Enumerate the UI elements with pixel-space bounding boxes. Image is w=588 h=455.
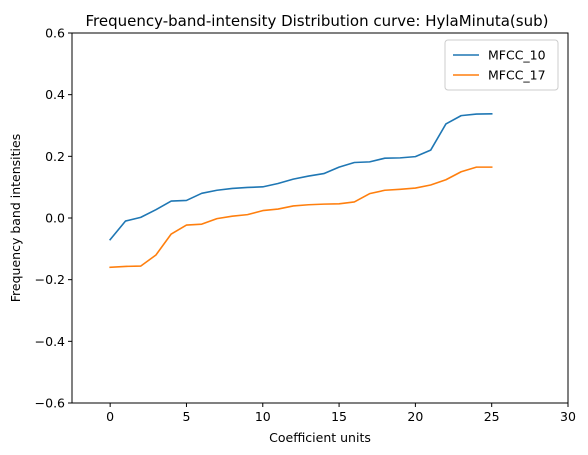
y-tick-label: −0.4 — [35, 334, 65, 349]
x-tick-label: 20 — [407, 409, 423, 424]
series-line-mfcc-10 — [109, 112, 493, 241]
x-axis: 0 5 10 15 20 25 30 — [106, 403, 576, 424]
legend-label: MFCC_10 — [488, 48, 546, 63]
x-tick-label: 30 — [560, 409, 576, 424]
y-axis-label: Frequency band intensities — [8, 134, 23, 302]
x-tick-label: 0 — [106, 409, 114, 424]
plot-lines — [109, 112, 493, 269]
legend-label: MFCC_17 — [488, 68, 546, 83]
y-tick-label: −0.6 — [35, 396, 65, 411]
x-tick-label: 15 — [331, 409, 347, 424]
x-tick-label: 10 — [255, 409, 271, 424]
x-tick-label: 25 — [484, 409, 500, 424]
x-tick-label: 5 — [182, 409, 190, 424]
legend-box — [444, 39, 559, 91]
legend: MFCC_10 MFCC_17 — [444, 39, 559, 91]
y-tick-label: −0.2 — [35, 272, 65, 287]
y-tick-label: 0.4 — [45, 87, 65, 102]
series-line-mfcc-17 — [109, 166, 493, 269]
y-tick-label: 0.0 — [45, 211, 65, 226]
x-axis-label: Coefficient units — [269, 430, 371, 445]
chart-title: Frequency-band-intensity Distribution cu… — [86, 12, 549, 30]
y-tick-label: 0.2 — [45, 149, 65, 164]
y-axis: −0.6 −0.4 −0.2 0.0 0.2 0.4 0.6 — [35, 26, 72, 411]
y-tick-label: 0.6 — [45, 26, 65, 41]
